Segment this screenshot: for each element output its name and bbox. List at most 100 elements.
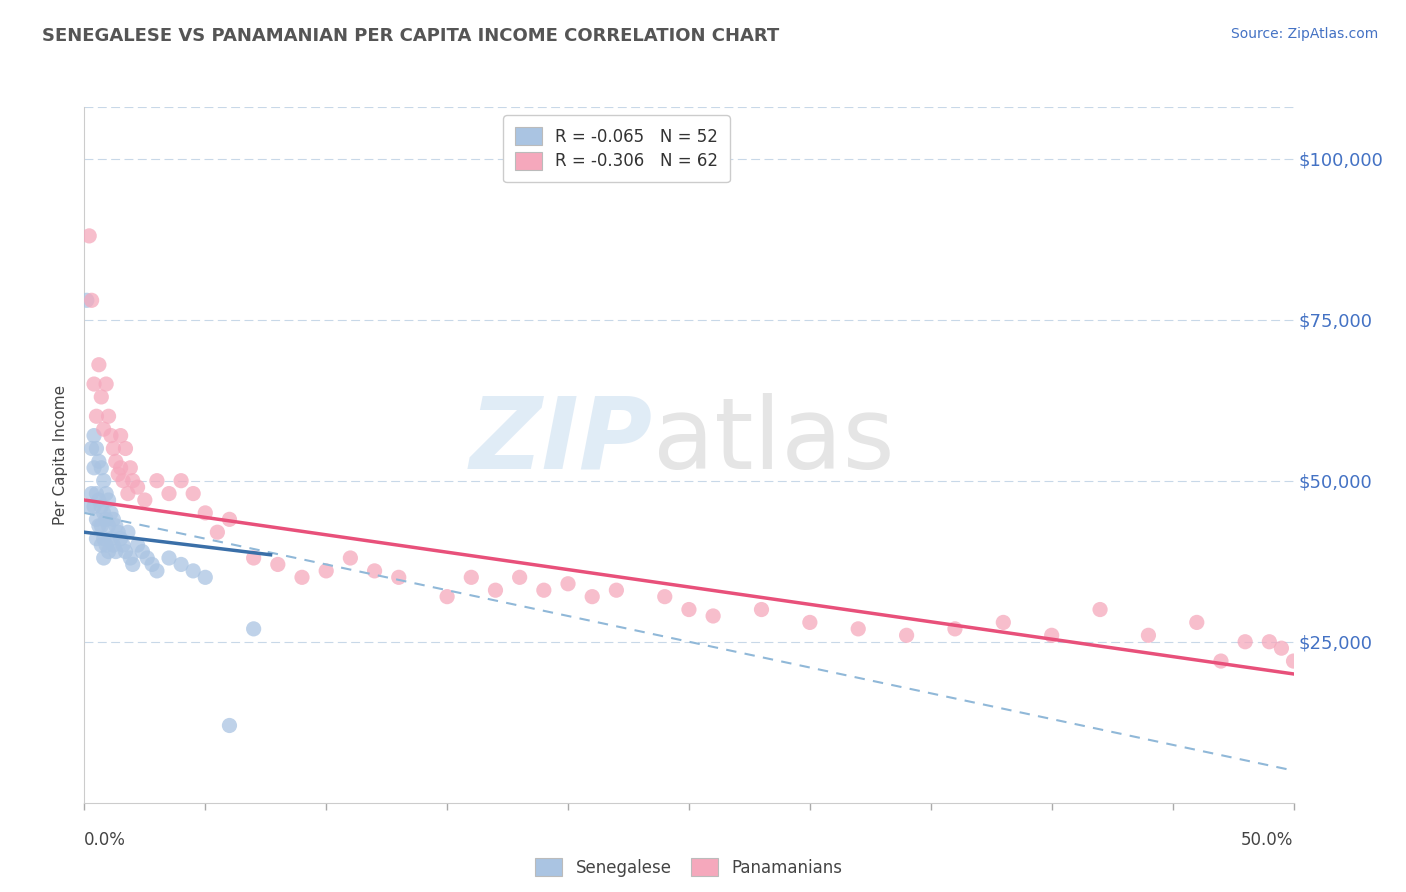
Point <box>581 590 603 604</box>
Point <box>90 460 112 475</box>
Point <box>181 486 204 500</box>
Point <box>339 551 361 566</box>
Point <box>157 486 180 500</box>
Point <box>146 564 169 578</box>
Point <box>110 532 132 546</box>
Point <box>146 474 169 488</box>
Point <box>97 544 120 558</box>
Point <box>751 602 773 616</box>
Point <box>1185 615 1208 630</box>
Point <box>117 525 139 540</box>
Point <box>86 512 108 526</box>
Point <box>83 500 105 514</box>
Point <box>218 512 240 526</box>
Point <box>291 570 314 584</box>
Point <box>170 474 193 488</box>
Point <box>702 609 724 624</box>
Point <box>120 460 142 475</box>
Point <box>83 377 105 392</box>
Point <box>107 525 129 540</box>
Point <box>104 454 127 468</box>
Point <box>77 500 100 514</box>
Point <box>114 544 136 558</box>
Point <box>207 525 229 540</box>
Point <box>242 551 264 566</box>
Point <box>509 570 531 584</box>
Point <box>605 583 627 598</box>
Point <box>93 422 115 436</box>
Point <box>533 583 555 598</box>
Point <box>93 551 115 566</box>
Point <box>120 551 142 566</box>
Point <box>87 493 110 508</box>
Point <box>104 518 127 533</box>
Point <box>86 442 108 456</box>
Point <box>194 570 217 584</box>
Point <box>86 409 108 424</box>
Point <box>127 538 149 552</box>
Point <box>110 460 132 475</box>
Point <box>1088 602 1111 616</box>
Text: 0.0%: 0.0% <box>84 830 127 848</box>
Point <box>1137 628 1160 642</box>
Point <box>218 718 240 732</box>
Point <box>112 538 135 552</box>
Point <box>110 428 132 442</box>
Point <box>77 228 100 243</box>
Text: 50.0%: 50.0% <box>1241 830 1294 848</box>
Point <box>242 622 264 636</box>
Point <box>131 544 153 558</box>
Point <box>87 358 110 372</box>
Point <box>127 480 149 494</box>
Point <box>100 532 122 546</box>
Point <box>460 570 482 584</box>
Point <box>90 538 112 552</box>
Point <box>86 486 108 500</box>
Point <box>170 558 193 572</box>
Point <box>94 486 117 500</box>
Point <box>141 558 163 572</box>
Point <box>103 538 125 552</box>
Point <box>87 454 110 468</box>
Point <box>194 506 217 520</box>
Point <box>94 377 117 392</box>
Point <box>97 409 120 424</box>
Point <box>993 615 1015 630</box>
Point <box>83 428 105 442</box>
Point <box>90 390 112 404</box>
Point <box>363 564 385 578</box>
Point <box>117 486 139 500</box>
Point <box>93 474 115 488</box>
Point <box>100 428 122 442</box>
Y-axis label: Per Capita Income: Per Capita Income <box>53 384 69 525</box>
Point <box>181 564 204 578</box>
Point <box>107 467 129 482</box>
Point <box>1270 641 1292 656</box>
Point <box>97 493 120 508</box>
Point <box>93 506 115 520</box>
Text: SENEGALESE VS PANAMANIAN PER CAPITA INCOME CORRELATION CHART: SENEGALESE VS PANAMANIAN PER CAPITA INCO… <box>42 27 779 45</box>
Text: Source: ZipAtlas.com: Source: ZipAtlas.com <box>1230 27 1378 41</box>
Point <box>1282 654 1305 668</box>
Point <box>678 602 700 616</box>
Point <box>97 518 120 533</box>
Point <box>103 512 125 526</box>
Point <box>436 590 458 604</box>
Text: ZIP: ZIP <box>470 392 652 490</box>
Point <box>134 493 156 508</box>
Point <box>80 293 103 308</box>
Point <box>846 622 869 636</box>
Point <box>1234 634 1257 648</box>
Point <box>121 474 143 488</box>
Point <box>136 551 159 566</box>
Point <box>315 564 337 578</box>
Point <box>896 628 918 642</box>
Point <box>484 583 506 598</box>
Point <box>83 460 105 475</box>
Point <box>103 442 125 456</box>
Point <box>157 551 180 566</box>
Point <box>93 532 115 546</box>
Point <box>86 532 108 546</box>
Point <box>76 293 98 308</box>
Point <box>121 558 143 572</box>
